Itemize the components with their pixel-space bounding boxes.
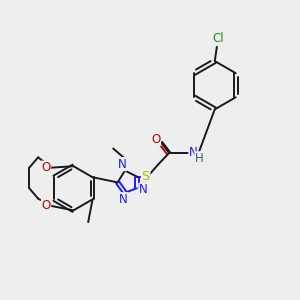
Text: N: N xyxy=(119,193,128,206)
Text: Cl: Cl xyxy=(212,32,224,46)
Text: S: S xyxy=(141,170,150,183)
Text: N: N xyxy=(189,146,198,159)
Text: O: O xyxy=(151,133,160,146)
Text: N: N xyxy=(118,158,126,171)
Text: N: N xyxy=(139,183,148,196)
Text: H: H xyxy=(195,152,204,165)
Text: O: O xyxy=(41,200,51,212)
Text: O: O xyxy=(41,161,51,174)
